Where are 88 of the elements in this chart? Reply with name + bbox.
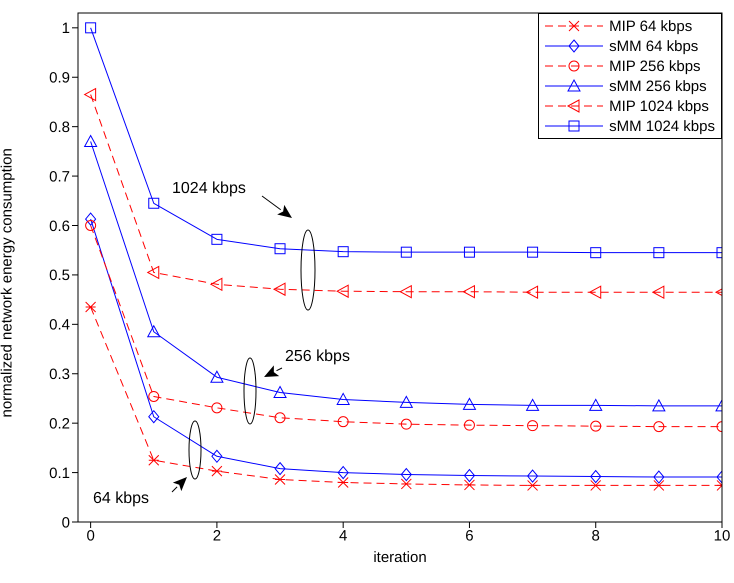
point — [148, 454, 160, 466]
point — [210, 278, 222, 291]
y-tick-label: 0.1 — [49, 464, 70, 482]
point — [589, 286, 602, 299]
y-tick-label: 0.2 — [49, 415, 70, 432]
point — [148, 198, 160, 209]
point — [653, 247, 664, 258]
point — [464, 469, 475, 482]
legend-label: MIP 64 kbps — [609, 18, 692, 34]
point — [527, 246, 538, 258]
point — [653, 480, 664, 491]
annotation: 1024 kbps — [172, 180, 246, 197]
y-tick-label: 0.4 — [49, 316, 70, 334]
point — [336, 284, 349, 298]
point — [85, 220, 96, 231]
point — [148, 410, 160, 424]
point — [211, 450, 222, 463]
legend-label: sMM 256 kbps — [609, 78, 707, 94]
y-tick-label: 0.7 — [49, 168, 70, 186]
point — [338, 246, 349, 258]
point — [590, 247, 602, 258]
point — [400, 418, 412, 430]
point — [527, 470, 538, 483]
point — [274, 386, 287, 398]
x-tick-label: 6 — [465, 528, 474, 545]
point — [274, 243, 286, 254]
y-tick-label: 0.6 — [49, 218, 70, 235]
y-tick-label: 0.5 — [49, 267, 70, 284]
point — [400, 246, 412, 258]
point — [274, 462, 286, 476]
point — [462, 285, 475, 298]
y-tick-label: 0.9 — [49, 70, 70, 87]
legend-label: MIP 256 kbps — [609, 58, 701, 74]
x-tick-label: 0 — [86, 528, 95, 545]
point — [336, 392, 350, 405]
x-tick-label: 10 — [714, 528, 730, 545]
legend-label: MIP 1024 kbps — [609, 98, 709, 114]
point — [526, 286, 538, 299]
point — [84, 88, 96, 102]
point — [85, 212, 96, 226]
point — [147, 325, 160, 338]
point — [274, 474, 286, 485]
point — [462, 398, 476, 410]
x-tick-label: 2 — [212, 528, 222, 545]
point — [590, 420, 602, 432]
point — [400, 396, 413, 408]
point — [400, 478, 412, 490]
point — [210, 370, 224, 383]
point — [464, 479, 475, 490]
point — [400, 285, 412, 298]
point — [338, 466, 349, 480]
point — [526, 398, 540, 411]
point — [653, 421, 664, 432]
point — [527, 480, 538, 491]
point — [464, 246, 475, 258]
point — [274, 282, 286, 296]
x-tick-label: 8 — [592, 528, 600, 545]
point — [527, 420, 538, 432]
point — [464, 420, 475, 431]
point — [589, 398, 602, 411]
x-tick-label: 4 — [339, 528, 348, 545]
annotation: 256 kbps — [285, 348, 350, 365]
point — [84, 134, 98, 147]
point — [400, 468, 412, 482]
point — [211, 234, 222, 245]
annotation: 64 kbps — [93, 490, 150, 507]
point — [85, 302, 96, 313]
point — [653, 470, 664, 484]
point — [147, 266, 160, 279]
y-axis-title: normalized network energy consumption — [0, 148, 16, 418]
y-tick-label: 1 — [62, 20, 70, 38]
point — [590, 470, 602, 484]
legend-label: sMM 64 kbps — [609, 38, 698, 54]
y-tick-label: 0.8 — [49, 118, 70, 136]
point — [274, 412, 286, 424]
legend-label: sMM 1024 kbps — [609, 118, 715, 134]
point — [85, 22, 96, 34]
point — [211, 466, 222, 477]
point — [211, 402, 222, 414]
point — [148, 390, 160, 402]
y-tick-label: 0 — [62, 514, 70, 532]
point — [652, 399, 666, 412]
point — [338, 476, 349, 488]
y-tick-label: 0.3 — [49, 366, 70, 384]
point — [590, 480, 602, 491]
point — [652, 286, 664, 299]
point — [338, 416, 349, 428]
x-axis-title: iteration — [373, 549, 427, 566]
